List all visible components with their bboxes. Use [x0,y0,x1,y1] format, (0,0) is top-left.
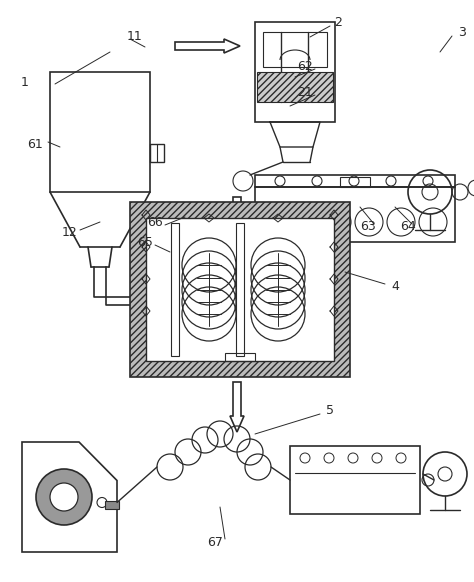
Bar [340,177,370,187]
Bar [150,144,164,162]
Text: 62: 62 [297,59,313,73]
Bar [130,202,350,377]
Bar [255,175,455,187]
Circle shape [36,469,92,525]
Bar [225,353,255,361]
Text: 65: 65 [137,236,153,249]
Text: 64: 64 [400,221,416,233]
Bar [50,72,150,192]
Text: 2: 2 [334,16,342,29]
Bar [105,501,119,509]
Text: 11: 11 [127,30,143,44]
Text: 3: 3 [458,26,466,38]
Polygon shape [175,39,240,53]
Text: 63: 63 [360,221,376,233]
Text: 67: 67 [207,535,223,548]
Bar [290,446,420,514]
Bar [263,32,327,67]
Polygon shape [230,382,244,432]
Text: 66: 66 [147,215,163,229]
Text: 61: 61 [27,137,43,151]
Bar [255,187,455,242]
Text: 21: 21 [297,86,313,98]
Circle shape [50,483,78,511]
Bar [146,218,334,361]
Text: 4: 4 [391,281,399,293]
Text: 1: 1 [21,76,29,88]
Polygon shape [230,197,244,247]
Bar [236,223,244,356]
Text: 12: 12 [62,225,78,239]
Bar [257,72,333,102]
Bar [171,223,179,356]
Text: 5: 5 [326,403,334,417]
Bar [255,22,335,122]
